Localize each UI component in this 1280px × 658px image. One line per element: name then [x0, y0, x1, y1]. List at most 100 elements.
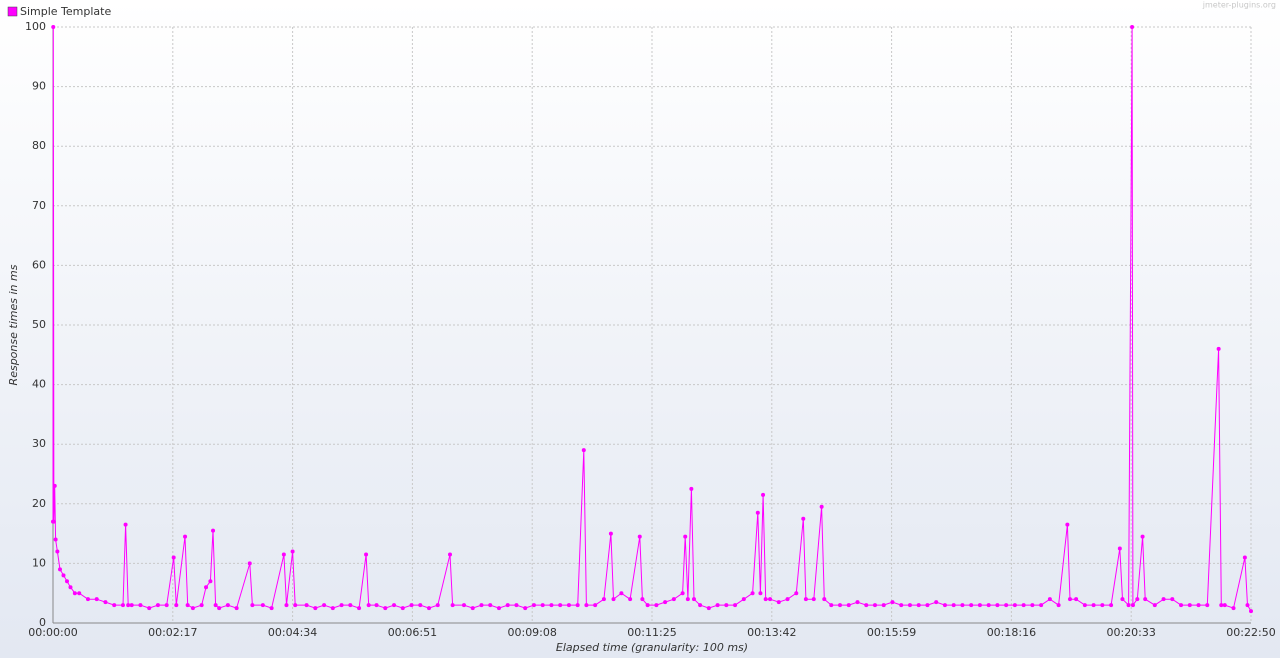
data-point: [566, 603, 571, 608]
data-point: [217, 606, 222, 611]
data-point: [671, 597, 676, 602]
data-point: [1205, 603, 1210, 608]
data-point: [741, 597, 746, 602]
data-point: [1143, 597, 1148, 602]
x-tick-label: 00:18:16: [987, 626, 1036, 639]
data-point: [523, 606, 528, 611]
data-point: [1219, 603, 1224, 608]
data-point: [348, 603, 353, 608]
y-tick-label: 80: [32, 139, 46, 152]
data-point: [126, 603, 131, 608]
data-point: [392, 603, 397, 608]
data-point: [763, 597, 768, 602]
data-point: [488, 603, 493, 608]
data-point: [155, 603, 160, 608]
data-point: [1109, 603, 1114, 608]
data-point: [64, 579, 69, 584]
x-tick-label: 00:20:33: [1106, 626, 1155, 639]
data-point: [448, 552, 453, 557]
data-point: [1065, 522, 1070, 527]
data-point: [619, 591, 624, 596]
data-point: [776, 600, 781, 605]
x-tick-label: 00:06:51: [388, 626, 437, 639]
data-point: [330, 606, 335, 611]
data-point: [174, 603, 179, 608]
data-point: [68, 585, 73, 590]
data-point: [400, 606, 405, 611]
data-point: [1152, 603, 1157, 608]
x-tick-label: 00:02:17: [148, 626, 197, 639]
data-point: [942, 603, 947, 608]
data-point: [995, 603, 1000, 608]
data-point: [1130, 25, 1135, 29]
data-point: [819, 504, 824, 509]
data-point: [755, 510, 760, 515]
y-tick-label: 100: [25, 20, 46, 33]
data-point: [934, 600, 939, 605]
data-point: [364, 552, 369, 557]
data-point: [733, 603, 738, 608]
data-point: [685, 597, 690, 602]
data-point: [470, 606, 475, 611]
data-point: [890, 600, 895, 605]
data-point: [916, 603, 921, 608]
y-tick-label: 60: [32, 258, 46, 271]
data-point: [1012, 603, 1017, 608]
data-point: [112, 603, 117, 608]
data-point: [383, 606, 388, 611]
data-point: [785, 597, 790, 602]
data-point: [846, 603, 851, 608]
data-point: [829, 603, 834, 608]
data-point: [322, 603, 327, 608]
x-tick-label: 00:09:08: [507, 626, 556, 639]
data-point: [77, 591, 82, 596]
data-point: [680, 591, 685, 596]
data-point: [986, 603, 991, 608]
watermark: jmeter-plugins.org: [1202, 1, 1276, 10]
data-point: [199, 603, 204, 608]
data-point: [51, 519, 56, 524]
data-point: [608, 531, 613, 536]
data-point: [208, 579, 213, 584]
data-point: [1082, 603, 1087, 608]
x-tick-label: 00:11:25: [627, 626, 676, 639]
data-point: [628, 597, 633, 602]
data-point: [234, 606, 239, 611]
data-point: [698, 603, 703, 608]
y-axis-label: Response times in ms: [7, 264, 20, 385]
data-point: [284, 603, 289, 608]
data-point: [794, 591, 799, 596]
data-point: [366, 603, 371, 608]
data-point: [57, 567, 62, 572]
data-point: [907, 603, 912, 608]
data-point: [951, 603, 956, 608]
data-point: [260, 603, 265, 608]
data-point: [691, 597, 696, 602]
data-point: [138, 603, 143, 608]
data-point: [55, 549, 60, 554]
data-point: [601, 597, 606, 602]
data-point: [581, 448, 586, 453]
data-point: [418, 603, 423, 608]
data-point: [409, 603, 414, 608]
data-point: [1091, 603, 1096, 608]
data-point: [1140, 534, 1145, 539]
data-point: [1047, 597, 1052, 602]
y-tick-label: 50: [32, 318, 46, 331]
data-point: [761, 492, 766, 497]
data-point: [1126, 603, 1131, 608]
data-point: [51, 25, 56, 29]
data-point: [758, 591, 763, 596]
data-point: [645, 603, 650, 608]
data-point: [750, 591, 755, 596]
data-point: [1021, 603, 1026, 608]
data-point: [225, 603, 230, 608]
data-point: [505, 603, 510, 608]
data-point: [822, 597, 827, 602]
data-point: [514, 603, 519, 608]
x-tick-label: 00:13:42: [747, 626, 796, 639]
data-point: [768, 597, 773, 602]
data-point: [640, 597, 645, 602]
